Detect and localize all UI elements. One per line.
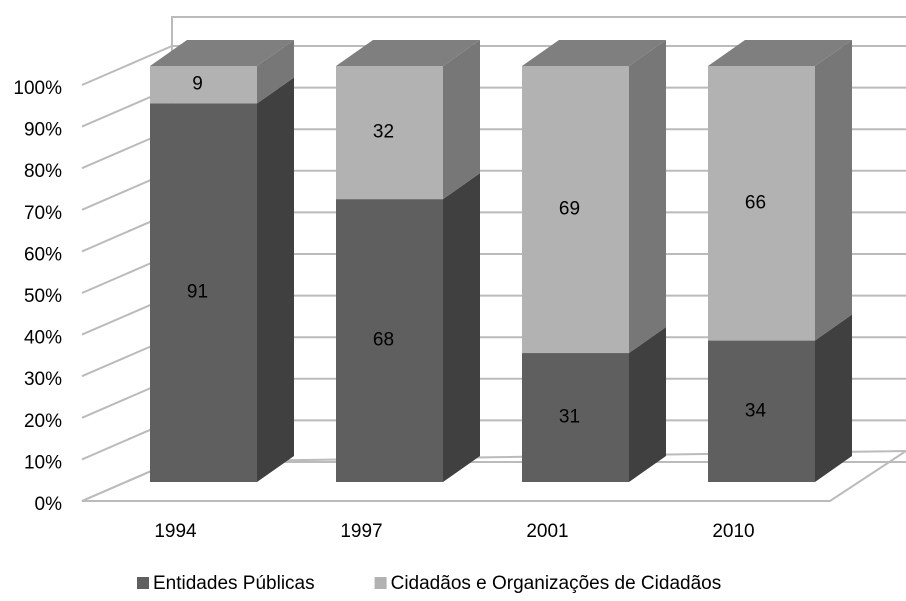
legend-label: Entidades Públicas <box>153 573 315 594</box>
bar-side <box>629 40 666 354</box>
bar-side <box>257 40 294 104</box>
bar-side <box>443 173 480 482</box>
y-tick-label: 70% <box>24 203 62 224</box>
legend-swatch <box>137 577 149 589</box>
legend-swatch <box>374 577 387 589</box>
x-tick-label: 1997 <box>340 521 382 542</box>
data-label: 69 <box>559 199 580 220</box>
bar <box>150 103 257 482</box>
bar-top <box>150 40 294 66</box>
bar <box>150 66 257 104</box>
x-tick-label: 2001 <box>526 521 568 542</box>
y-tick-label: 30% <box>24 369 62 390</box>
bar-side <box>815 314 852 482</box>
bar-top <box>522 40 666 66</box>
data-label: 9 <box>192 74 203 95</box>
bar-side <box>443 40 480 200</box>
y-tick-label: 90% <box>24 120 62 141</box>
data-label: 66 <box>745 192 766 213</box>
bar <box>708 66 815 341</box>
y-tick-label: 100% <box>13 78 62 99</box>
bar-top <box>336 40 480 66</box>
bar-side <box>629 327 666 482</box>
bar <box>522 353 629 482</box>
y-tick-label: 10% <box>24 452 62 473</box>
x-tick-label: 1994 <box>154 521 197 542</box>
bar-side <box>257 77 294 482</box>
bar-side <box>815 40 852 341</box>
y-tick-label: 0% <box>35 494 63 515</box>
y-tick-label: 20% <box>24 411 62 432</box>
y-tick-label: 40% <box>24 328 62 349</box>
data-label: 34 <box>745 400 767 421</box>
y-tick-label: 60% <box>24 244 62 265</box>
legend-label: Cidadãos e Organizações de Cidadãos <box>391 573 722 594</box>
x-tick-label: 2010 <box>712 521 754 542</box>
data-label: 32 <box>373 122 394 143</box>
data-label: 31 <box>559 407 580 428</box>
bar <box>522 66 629 354</box>
data-label: 68 <box>373 330 394 351</box>
y-tick-label: 50% <box>24 286 62 307</box>
bar <box>336 66 443 200</box>
data-label: 91 <box>187 282 208 303</box>
bar <box>708 340 815 482</box>
bar <box>336 199 443 482</box>
bar-top <box>708 40 852 66</box>
y-tick-label: 80% <box>24 161 62 182</box>
